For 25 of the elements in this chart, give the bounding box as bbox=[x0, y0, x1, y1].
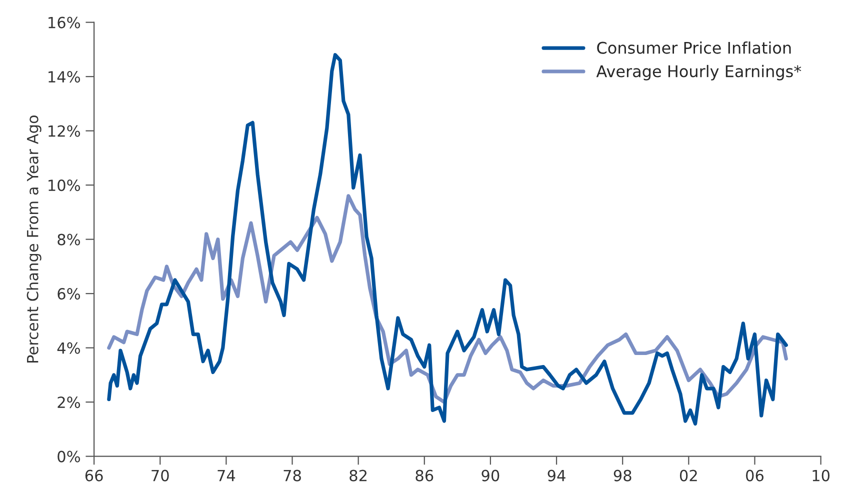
y-tick-label: 10% bbox=[48, 180, 80, 192]
y-tick-label: 6% bbox=[58, 288, 80, 300]
x-tick-label: 66 bbox=[85, 470, 103, 482]
x-tick-label: 06 bbox=[746, 470, 764, 482]
line-series bbox=[107, 194, 788, 404]
y-tick-label: 14% bbox=[48, 71, 80, 83]
y-tick-label: 16% bbox=[48, 16, 80, 28]
x-tick-label: 70 bbox=[152, 470, 169, 482]
x-tick-label: 94 bbox=[548, 470, 566, 482]
x-tick-label: 74 bbox=[218, 470, 236, 482]
y-tick-label: 0% bbox=[58, 450, 80, 462]
y-tick-label: 4% bbox=[57, 342, 80, 354]
x-tick-label: 82 bbox=[350, 470, 367, 482]
legend-label: Average Hourly Earnings* bbox=[596, 64, 802, 80]
x-tick-label: 10 bbox=[812, 470, 830, 482]
x-tick-label: 86 bbox=[416, 470, 434, 482]
x-tick-label: 78 bbox=[284, 470, 301, 482]
y-axis-title: Percent Change From a Year Ago bbox=[26, 116, 42, 362]
y-tick-label: 12% bbox=[48, 125, 80, 137]
x-tick-label: 98 bbox=[614, 470, 632, 482]
y-tick-label: 8% bbox=[58, 234, 80, 246]
legend-label: Consumer Price Inflation bbox=[597, 41, 791, 54]
x-tick-label: 02 bbox=[680, 470, 697, 482]
x-tick-label: 90 bbox=[482, 470, 500, 482]
y-tick-label: 2% bbox=[58, 396, 80, 408]
